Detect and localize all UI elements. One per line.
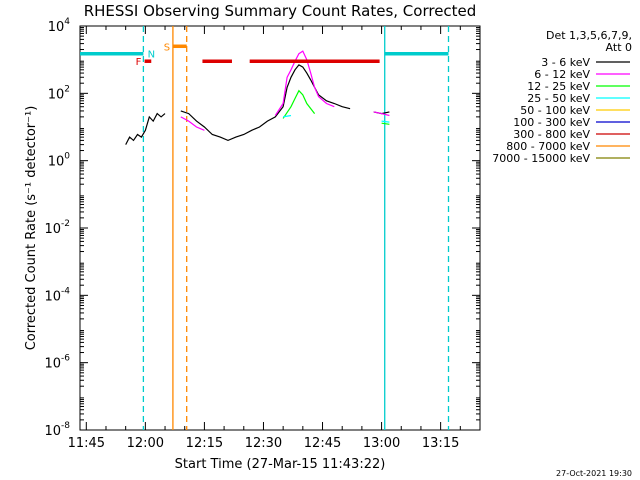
legend-entry-label: 800 - 7000 keV xyxy=(506,140,590,153)
series-layer xyxy=(125,50,390,145)
legend-header-attenuator: Att 0 xyxy=(606,41,632,54)
legend-entry-label: 7000 - 15000 keV xyxy=(492,152,590,165)
series-line-1 xyxy=(125,64,390,145)
y-tick-label: 10-2 xyxy=(44,219,70,237)
legend-entry-label: 300 - 800 keV xyxy=(513,128,590,141)
flag-label: F xyxy=(136,57,142,68)
plot-area xyxy=(79,25,481,431)
y-axis-label: Corrected Count Rate (s⁻¹ detector⁻¹) xyxy=(24,106,39,351)
legend-entry-label: 12 - 25 keV xyxy=(527,80,590,93)
chart-title: RHESSI Observing Summary Count Rates, Co… xyxy=(84,2,477,20)
legend-entry-label: 3 - 6 keV xyxy=(541,56,590,69)
flags-layer: FNS xyxy=(80,42,449,68)
x-axis-label: Start Time (27-Mar-15 11:43:22) xyxy=(175,457,386,472)
legend-entry-label: 6 - 12 keV xyxy=(534,68,590,81)
x-tick-label: 12:15 xyxy=(186,436,223,451)
y-tick-label: 100 xyxy=(48,152,71,170)
plot-frame xyxy=(79,25,481,431)
x-tick-label: 12:45 xyxy=(304,436,341,451)
y-tick-label: 102 xyxy=(48,84,70,102)
flag-label: N xyxy=(148,50,155,61)
x-tick-label: 11:45 xyxy=(68,436,105,451)
y-tick-label: 10-8 xyxy=(44,421,70,439)
legend-entry-label: 50 - 100 keV xyxy=(520,104,590,117)
y-tick-label: 104 xyxy=(48,17,71,35)
y-tick-label: 10-4 xyxy=(44,286,70,304)
flag-label: S xyxy=(164,42,170,53)
legend-entry-label: 100 - 300 keV xyxy=(513,116,590,129)
x-tick-label: 13:00 xyxy=(363,436,400,451)
footer-timestamp: 27-Oct-2021 19:30 xyxy=(556,469,632,478)
x-tick-label: 12:00 xyxy=(127,436,164,451)
x-tick-label: 12:30 xyxy=(245,436,282,451)
series-line-2 xyxy=(180,50,390,131)
axes-layer: 11:45 12:00 12:15 12:30 12:45 13:00 13:15 104 10… xyxy=(44,17,481,451)
legend-entry-label: 25 - 50 keV xyxy=(527,92,590,105)
x-tick-label: 13:15 xyxy=(422,436,459,451)
legend-header-detectors: Det 1,3,5,6,7,9, xyxy=(546,29,632,42)
series-line-4 xyxy=(282,114,390,123)
series-line-3 xyxy=(282,89,390,125)
y-tick-label: 10-6 xyxy=(44,354,70,372)
